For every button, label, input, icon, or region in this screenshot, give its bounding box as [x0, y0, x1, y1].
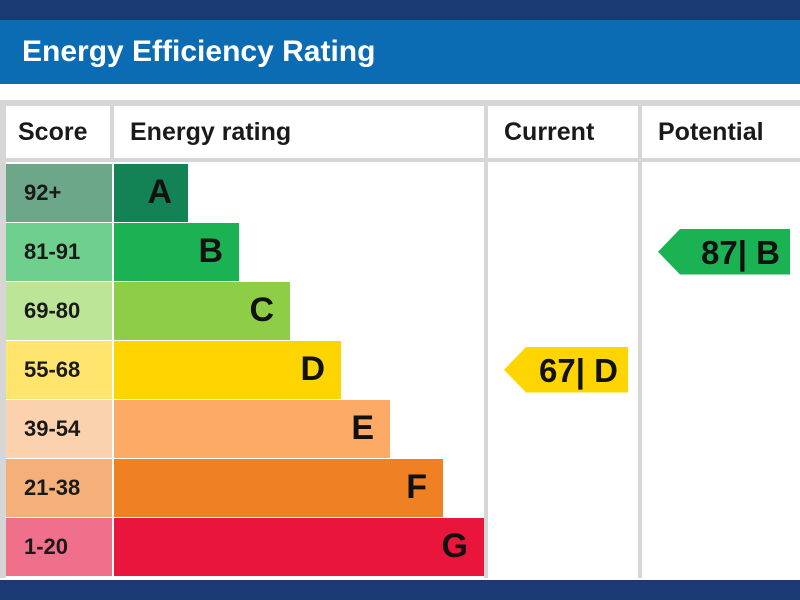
current-column-header: Current [488, 106, 638, 158]
band-score-d: 55-68 [6, 341, 112, 399]
potential-column-header: Potential [642, 106, 800, 158]
band-score-f: 21-38 [6, 459, 112, 517]
band-score-g: 1-20 [6, 518, 112, 576]
rating-arrows: 67| D 87| B [504, 229, 790, 393]
current-rating-arrow: 67| D [504, 347, 628, 393]
band-score-c: 69-80 [6, 282, 112, 340]
band-bar-e: E [114, 400, 390, 458]
band-score-a: 92+ [6, 164, 112, 222]
current-rating-label: 67| D [539, 352, 618, 389]
potential-arrow-shape [658, 229, 790, 275]
potential-rating-arrow: 87| B [658, 229, 790, 275]
band-score-b: 81-91 [6, 223, 112, 281]
bottom-bar [0, 580, 800, 600]
potential-rating-label: 87| B [701, 234, 780, 271]
band-bar-b: B [114, 223, 239, 281]
band-bar-f: F [114, 459, 443, 517]
page-title: Energy Efficiency Rating [0, 20, 800, 84]
band-score-e: 39-54 [6, 400, 112, 458]
band-bar-g: G [114, 518, 484, 576]
current-arrow-shape [504, 347, 628, 393]
band-bar-a: A [114, 164, 188, 222]
rating-table: Score Energy rating Current Potential 92… [0, 100, 800, 578]
score-column-header: Score [6, 106, 110, 158]
rating-panel: Score Energy rating Current Potential 92… [0, 84, 800, 580]
band-bar-d: D [114, 341, 341, 399]
energy-rating-column-header: Energy rating [114, 106, 484, 158]
band-bar-c: C [114, 282, 290, 340]
